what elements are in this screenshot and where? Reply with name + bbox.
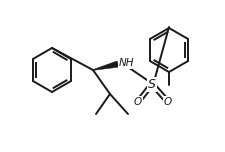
Polygon shape <box>93 61 119 70</box>
Text: O: O <box>134 97 142 107</box>
Text: NH: NH <box>119 58 135 68</box>
Text: O: O <box>164 97 172 107</box>
Text: S: S <box>148 78 156 90</box>
